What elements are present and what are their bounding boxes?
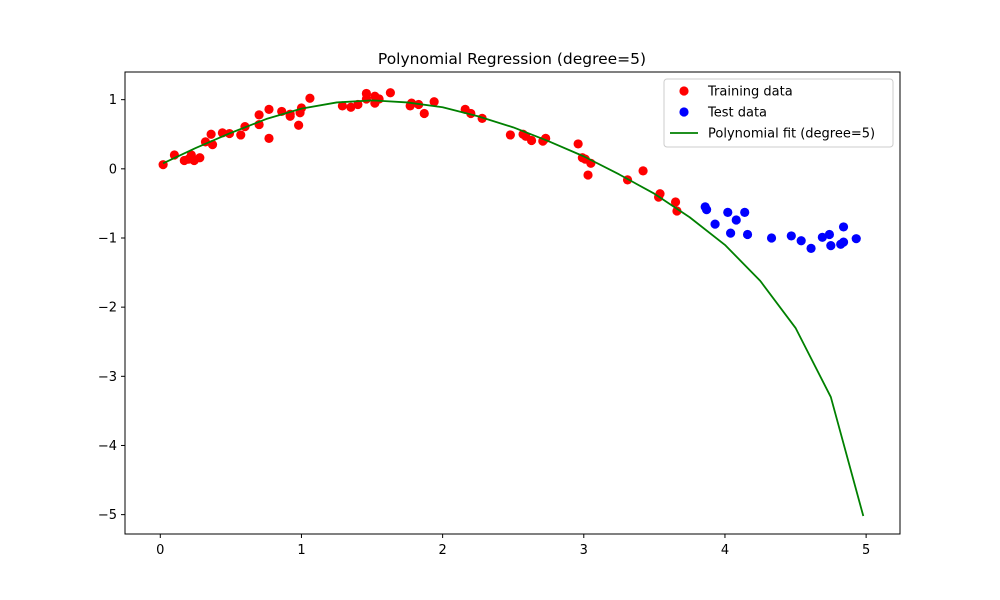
training-point	[294, 120, 304, 130]
test-point	[851, 234, 861, 244]
test-point	[826, 240, 836, 251]
training-point	[385, 88, 395, 98]
legend-label: Training data	[707, 85, 793, 100]
training-point	[583, 170, 593, 180]
x-tick-label: 5	[862, 543, 870, 558]
axes-frame	[124, 71, 901, 535]
test-point	[740, 207, 750, 217]
legend: Training data Test data Polynomial fit (de…	[663, 78, 894, 148]
x-tick-label: 0	[156, 543, 164, 558]
chart-title: Polynomial Regression (degree=5)	[378, 50, 646, 68]
training-point	[346, 102, 356, 112]
training-point	[429, 97, 439, 107]
x-tick-label: 4	[721, 543, 729, 558]
legend-marker-test	[679, 107, 689, 117]
training-point	[264, 104, 274, 114]
training-point	[264, 133, 274, 143]
training-point	[670, 197, 681, 207]
legend-box	[663, 78, 894, 148]
legend-label: Test data	[707, 106, 767, 121]
test-point	[726, 228, 736, 238]
y-tick-label: 1	[109, 93, 117, 108]
x-tick-label: 2	[438, 543, 446, 558]
training-point	[206, 129, 216, 139]
test-point	[806, 243, 816, 253]
training-point	[526, 135, 537, 146]
test-point	[731, 215, 741, 225]
training-point	[195, 153, 205, 163]
training-point	[285, 111, 295, 121]
test-point	[838, 222, 849, 232]
training-point	[254, 110, 264, 120]
y-tick-label: 0	[109, 162, 117, 177]
training-point	[337, 101, 347, 111]
training-point	[374, 94, 384, 104]
training-point	[638, 166, 648, 176]
training-point	[305, 93, 315, 103]
test-point	[723, 207, 733, 217]
test-point	[702, 205, 712, 215]
training-point	[672, 206, 682, 216]
test-point	[824, 229, 835, 240]
y-tick-label: −2	[98, 301, 117, 316]
training-point	[573, 139, 583, 149]
test-point	[796, 236, 806, 246]
legend-marker-training	[679, 86, 689, 96]
y-tick-label: −5	[98, 508, 117, 523]
y-tick-label: −1	[98, 231, 117, 246]
y-tick-label: −4	[98, 439, 117, 454]
plot-area	[158, 88, 865, 517]
training-point	[236, 130, 246, 140]
test-point	[838, 237, 849, 247]
test-point	[817, 232, 827, 242]
training-point	[505, 130, 515, 140]
test-point	[710, 219, 720, 229]
test-point	[786, 231, 796, 241]
axes: 0 1 2 3 4 5 1 0 −1 −2 −3 −4 −5	[98, 71, 901, 558]
training-point	[419, 108, 429, 119]
y-tick-label: −3	[98, 370, 117, 385]
x-tick-label: 1	[297, 543, 305, 558]
x-tick-label: 3	[580, 543, 588, 558]
fit-line	[162, 99, 865, 517]
legend-label: Polynomial fit (degree=5)	[708, 127, 875, 142]
training-point	[361, 94, 371, 104]
test-point	[742, 229, 753, 240]
test-point	[766, 233, 777, 243]
